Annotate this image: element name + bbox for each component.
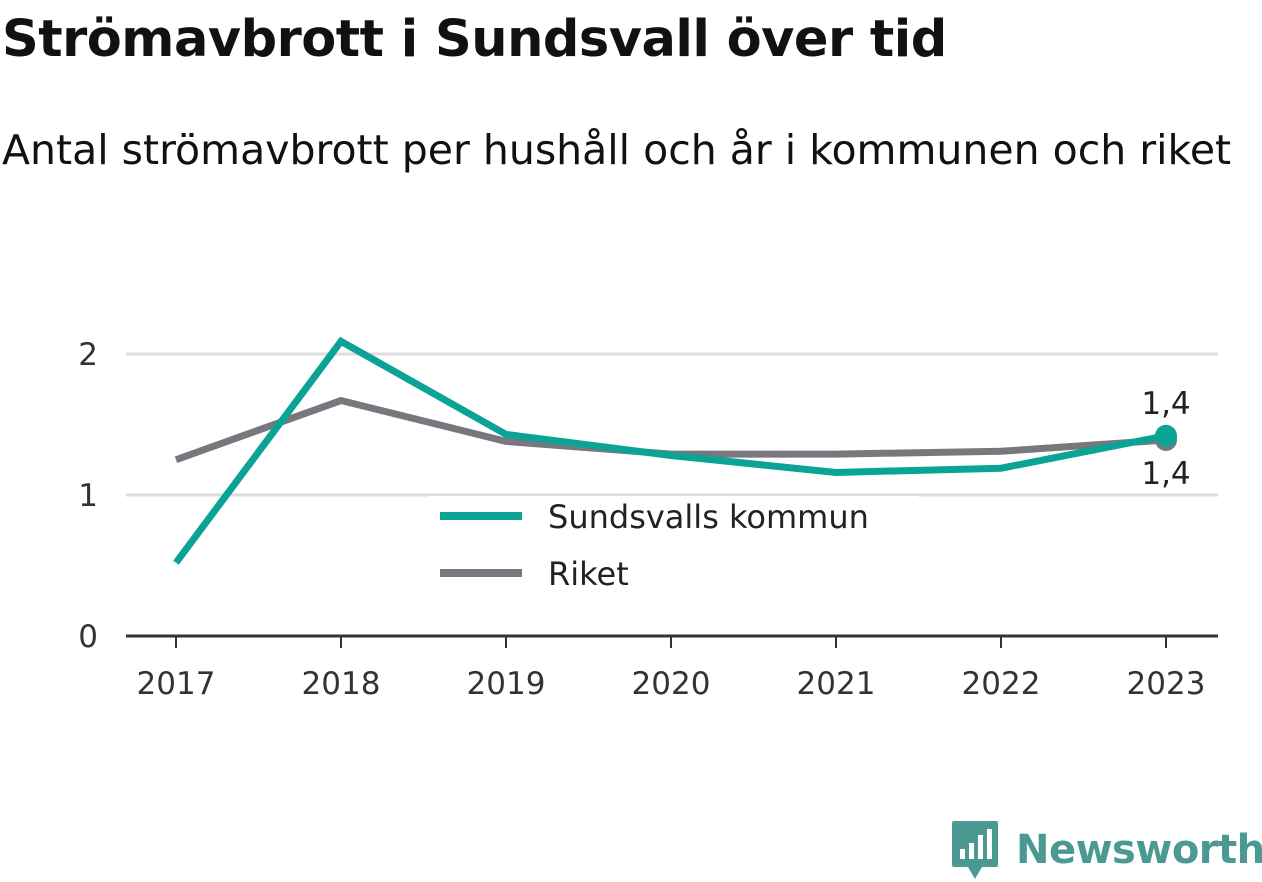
brand-name: Newsworthy (1016, 827, 1262, 873)
series-line-riket (174, 396, 1167, 464)
x-tick-label: 2018 (302, 666, 381, 702)
legend-label-riket: Riket (548, 555, 629, 593)
chart-title: Strömavbrott i Sundsvall över tid (2, 10, 947, 69)
data-label-riket: 1,4 (1141, 456, 1190, 492)
chart-subtitle: Antal strömavbrott per hushåll och år i … (2, 126, 1232, 174)
data-label-kommun: 1,4 (1141, 386, 1190, 422)
x-tick-label: 2023 (1127, 666, 1206, 702)
y-axis-ticks: 0 1 2 (78, 337, 98, 655)
series-line-kommun (173, 336, 1167, 565)
x-tick-label: 2022 (962, 666, 1041, 702)
y-tick-label: 1 (78, 478, 98, 514)
legend-label-kommun: Sundsvalls kommun (548, 498, 869, 536)
grid-lines (126, 352, 1218, 497)
bar-chart-speech-bubble-icon (952, 821, 998, 879)
series-lines (173, 336, 1177, 565)
x-tick-label: 2020 (632, 666, 711, 702)
x-tick-label: 2017 (137, 666, 216, 702)
end-labels: 1,4 1,4 (1141, 386, 1190, 492)
x-tick-label: 2021 (797, 666, 876, 702)
newsworthy-logo: Newsworthy (950, 818, 1262, 882)
y-tick-label: 0 (78, 619, 98, 655)
x-axis: 2017 2018 2019 2020 2021 2022 2023 (126, 634, 1218, 702)
end-point-kommun (1155, 424, 1177, 447)
legend: Sundsvalls kommun Riket (428, 496, 918, 608)
y-tick-label: 2 (78, 337, 98, 373)
x-tick-label: 2019 (467, 666, 546, 702)
